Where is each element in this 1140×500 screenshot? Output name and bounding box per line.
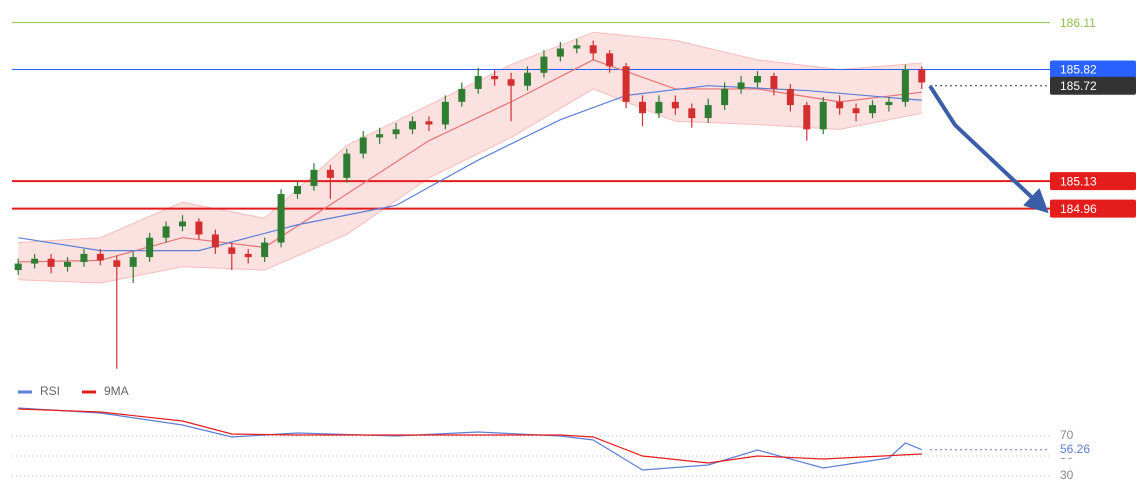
last-value-label: 56.26	[1060, 442, 1090, 456]
candle-body	[622, 66, 630, 102]
price-label: 184.96	[1060, 202, 1097, 216]
candle-body	[179, 221, 186, 227]
candle-body	[343, 153, 351, 178]
candle-body	[885, 101, 893, 106]
candle-body	[770, 76, 778, 89]
price-label-box	[1050, 60, 1136, 79]
candle-body	[113, 260, 121, 267]
band-lower	[18, 88, 922, 284]
legend-label: RSI	[40, 384, 60, 398]
candle-body	[573, 45, 581, 49]
candle-body	[64, 261, 71, 267]
candle-body	[228, 247, 236, 254]
candle-body	[129, 257, 137, 267]
candle-body	[803, 105, 811, 130]
forecast-arrow	[928, 84, 1049, 214]
candle-body	[474, 76, 482, 89]
candle-body	[852, 108, 860, 114]
rsi-line	[18, 408, 922, 464]
candle-body	[754, 76, 761, 83]
candle-body	[671, 101, 679, 109]
candle-body	[96, 253, 104, 261]
price-label-box	[1050, 199, 1136, 218]
candle-body	[639, 101, 646, 114]
candle-body	[162, 226, 170, 238]
candle-body	[901, 69, 909, 102]
candle-body	[392, 129, 400, 135]
candle-body	[721, 88, 729, 106]
candle-body	[589, 45, 597, 54]
candle-body	[409, 121, 416, 130]
y-tick-label: 70	[1060, 428, 1074, 442]
candle-body	[211, 234, 219, 248]
candle-body	[540, 56, 548, 73]
price-label: 185.72	[1060, 79, 1097, 93]
price-label-box	[1050, 76, 1136, 95]
candle-body	[918, 69, 926, 83]
candle-body	[688, 108, 696, 119]
candle-body	[524, 72, 531, 86]
candle-body	[737, 82, 745, 89]
candle-body	[425, 121, 433, 125]
price-label: 185.13	[1060, 174, 1097, 188]
candle-body	[244, 253, 252, 258]
candle-body	[294, 185, 301, 195]
price-label: 185.82	[1060, 63, 1097, 77]
candle-body	[80, 253, 88, 262]
candle-body	[556, 48, 564, 57]
candle-body	[31, 258, 39, 264]
candle-body	[195, 221, 203, 235]
candle-body	[359, 137, 367, 154]
legend-label: 9MA	[104, 384, 129, 398]
candle-body	[819, 101, 827, 130]
candle-body	[704, 105, 712, 119]
candle-body	[261, 242, 269, 258]
candle-body	[869, 105, 876, 114]
candle-body	[310, 169, 318, 186]
candle-body	[458, 88, 466, 102]
rsi-line	[18, 407, 923, 471]
last-value-bg	[1054, 441, 1104, 458]
candle-body	[786, 88, 794, 106]
candle-body	[326, 169, 334, 178]
candle-body	[47, 258, 55, 267]
candle-body	[376, 134, 384, 138]
y-tick-label: 30	[1060, 468, 1074, 482]
price-label: 186.11	[1060, 16, 1096, 30]
candle-body	[146, 237, 154, 258]
candle-body	[836, 101, 844, 109]
candle-body	[441, 101, 449, 125]
candle-body	[507, 79, 515, 86]
candle-body	[606, 53, 614, 67]
candle-body	[655, 101, 663, 114]
candle-body	[277, 194, 285, 243]
price-label-box	[1050, 172, 1136, 191]
moving-average	[18, 59, 922, 263]
candle-body	[14, 263, 22, 271]
candle-body	[491, 76, 499, 80]
